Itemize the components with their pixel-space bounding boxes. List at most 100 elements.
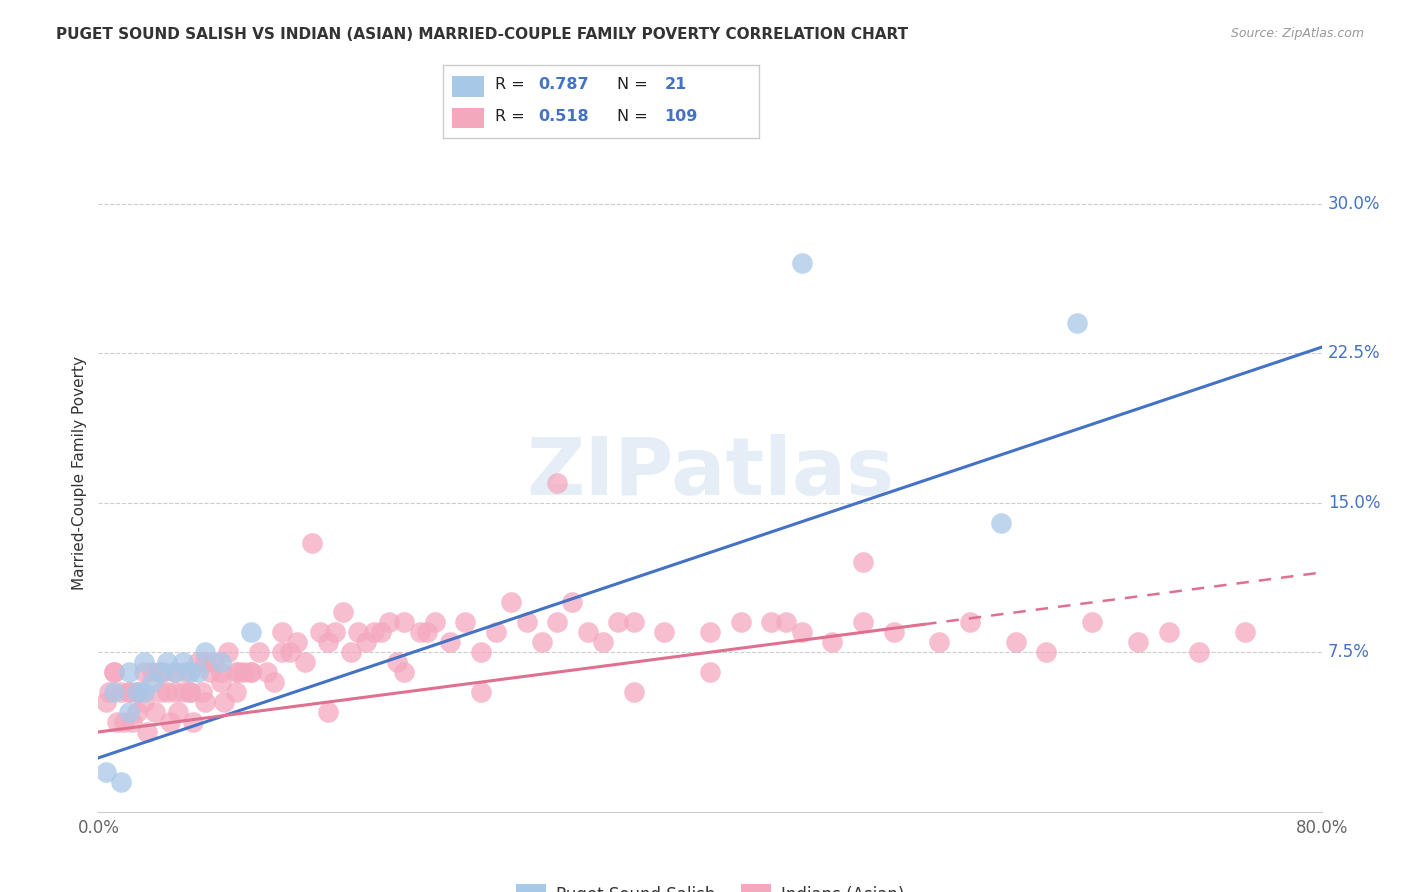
- Point: [163, 665, 186, 680]
- Point: [790, 625, 813, 640]
- Point: [194, 655, 217, 669]
- Text: N =: N =: [617, 109, 648, 124]
- Point: [163, 685, 186, 699]
- Point: [240, 665, 263, 680]
- Point: [225, 685, 247, 699]
- Point: [209, 655, 232, 669]
- Point: [759, 615, 782, 630]
- Point: [156, 655, 179, 669]
- Point: [485, 625, 508, 640]
- Point: [125, 685, 148, 699]
- Point: [1081, 615, 1104, 630]
- Point: [423, 615, 446, 630]
- Point: [530, 635, 553, 649]
- Text: 22.5%: 22.5%: [1327, 344, 1381, 362]
- Point: [240, 665, 263, 680]
- Point: [134, 685, 156, 699]
- Point: [136, 725, 159, 739]
- Point: [959, 615, 981, 630]
- Point: [143, 705, 166, 719]
- Point: [103, 685, 125, 699]
- Point: [607, 615, 630, 630]
- Point: [198, 665, 221, 680]
- Point: [134, 655, 156, 669]
- Point: [141, 675, 163, 690]
- Point: [172, 685, 194, 699]
- Point: [118, 705, 141, 719]
- Point: [1188, 645, 1211, 659]
- Point: [112, 714, 135, 729]
- Point: [118, 685, 141, 699]
- Point: [152, 665, 174, 680]
- Point: [209, 675, 232, 690]
- Point: [141, 665, 163, 680]
- Point: [821, 635, 844, 649]
- Point: [194, 695, 217, 709]
- Text: PUGET SOUND SALISH VS INDIAN (ASIAN) MARRIED-COUPLE FAMILY POVERTY CORRELATION C: PUGET SOUND SALISH VS INDIAN (ASIAN) MAR…: [56, 27, 908, 42]
- Text: R =: R =: [495, 78, 524, 93]
- Point: [546, 615, 568, 630]
- Point: [699, 665, 721, 680]
- Point: [118, 685, 141, 699]
- Point: [212, 695, 235, 709]
- Point: [699, 625, 721, 640]
- Bar: [453, 108, 484, 128]
- Point: [134, 665, 156, 680]
- Point: [134, 695, 156, 709]
- Point: [1066, 316, 1088, 330]
- Point: [883, 625, 905, 640]
- Point: [179, 685, 201, 699]
- Text: 15.0%: 15.0%: [1327, 493, 1381, 512]
- Point: [990, 516, 1012, 530]
- Point: [94, 695, 117, 709]
- Point: [408, 625, 430, 640]
- Point: [516, 615, 538, 630]
- Point: [103, 665, 125, 680]
- Legend: Puget Sound Salish, Indians (Asian): Puget Sound Salish, Indians (Asian): [509, 878, 911, 892]
- Point: [652, 625, 675, 640]
- Point: [347, 625, 370, 640]
- Point: [232, 665, 254, 680]
- Point: [285, 635, 308, 649]
- Point: [247, 645, 270, 659]
- Point: [332, 605, 354, 619]
- Bar: [453, 76, 484, 96]
- Point: [240, 625, 263, 640]
- Point: [110, 774, 132, 789]
- Point: [576, 625, 599, 640]
- Text: N =: N =: [617, 78, 648, 93]
- Point: [1128, 635, 1150, 649]
- Point: [1157, 625, 1180, 640]
- Point: [852, 556, 875, 570]
- Point: [1035, 645, 1057, 659]
- Point: [167, 705, 190, 719]
- Point: [370, 625, 392, 640]
- Point: [392, 665, 416, 680]
- Point: [172, 655, 194, 669]
- Text: R =: R =: [495, 109, 524, 124]
- Point: [179, 685, 201, 699]
- Point: [316, 705, 339, 719]
- Text: 21: 21: [665, 78, 686, 93]
- Point: [105, 714, 128, 729]
- Point: [110, 685, 132, 699]
- Point: [1234, 625, 1257, 640]
- Point: [191, 685, 214, 699]
- Point: [278, 645, 301, 659]
- Point: [187, 665, 209, 680]
- Point: [775, 615, 797, 630]
- Point: [416, 625, 439, 640]
- Point: [225, 665, 247, 680]
- Point: [294, 655, 316, 669]
- Point: [163, 665, 186, 680]
- Point: [454, 615, 477, 630]
- Point: [256, 665, 278, 680]
- Point: [187, 655, 209, 669]
- Point: [149, 665, 172, 680]
- Point: [217, 645, 239, 659]
- Point: [354, 635, 377, 649]
- Point: [439, 635, 461, 649]
- Point: [270, 625, 292, 640]
- Point: [149, 685, 172, 699]
- Point: [309, 625, 332, 640]
